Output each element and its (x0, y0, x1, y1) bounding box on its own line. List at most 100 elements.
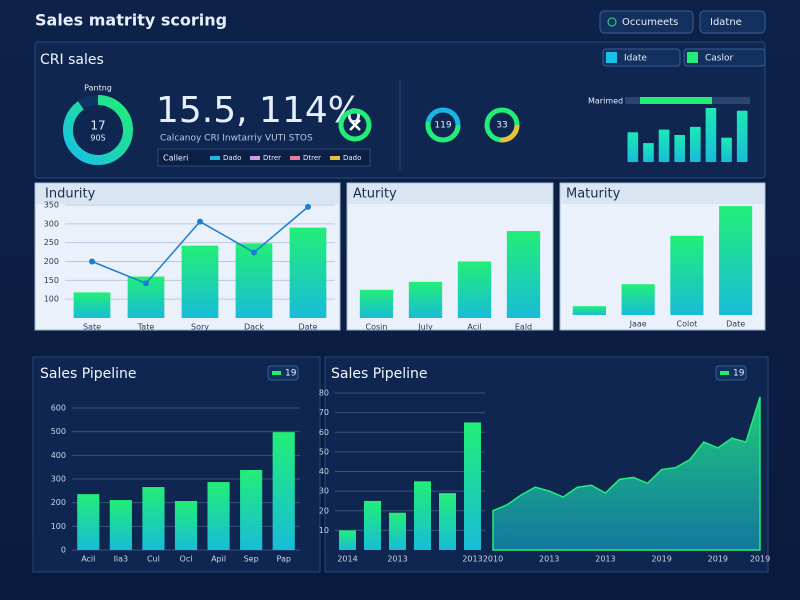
tab-label[interactable]: Idate (624, 54, 647, 64)
button[interactable] (699, 10, 766, 34)
x-tick-label: Apil (211, 555, 226, 564)
ring-value: 119 (434, 121, 451, 131)
x-tick-label: Sep (244, 555, 259, 564)
bar (674, 135, 685, 162)
x-tick-label: 2010 (483, 555, 503, 564)
badge-icon (720, 371, 729, 375)
status-icon (349, 119, 361, 131)
legend-label: Dtrer (263, 154, 281, 162)
bar (690, 126, 701, 162)
legend: Dado Dtrer Dtrer Dado (210, 154, 361, 162)
line-point (143, 280, 149, 287)
y-tick-label: 30 (319, 487, 329, 496)
y-tick-label: 200 (44, 257, 59, 266)
legend-swatch (290, 156, 300, 160)
badge-label[interactable]: 19 (733, 369, 745, 379)
y-tick-label: 300 (51, 475, 66, 484)
ring-value: 33 (496, 121, 507, 131)
x-tick-label: Sate (83, 323, 101, 332)
bar (464, 422, 481, 550)
y-tick-label: 70 (319, 408, 329, 417)
bar (572, 306, 606, 315)
x-tick-label: Ocl (180, 555, 193, 564)
bar (272, 432, 295, 550)
bar (658, 129, 670, 162)
y-tick-label: 600 (51, 404, 66, 413)
tab-icon (606, 52, 617, 63)
x-tick-label: 2019 (750, 555, 770, 564)
bar (289, 227, 327, 318)
area (492, 396, 761, 551)
x-tick-label: Ila3 (114, 555, 129, 564)
x-tick-label: Tate (137, 323, 155, 332)
bar (408, 281, 443, 318)
x-tick-label: Jaae (629, 320, 647, 329)
kpi-value: 15.5, 114%. (156, 90, 373, 131)
button[interactable] (599, 10, 694, 34)
bar (359, 289, 394, 318)
x-tick-label: 2019 (651, 555, 671, 564)
ring-arc (484, 107, 520, 143)
bar (339, 530, 356, 550)
panel-header (348, 184, 552, 204)
y-tick-label: 150 (44, 276, 59, 285)
legend-swatch (250, 156, 260, 160)
y-tick-label: 500 (51, 427, 66, 436)
x-tick-label: Eald (515, 323, 532, 332)
badge-icon (272, 371, 281, 375)
bar (73, 292, 111, 318)
ring-arc (425, 107, 461, 143)
tab[interactable] (602, 48, 681, 67)
bar (643, 143, 654, 162)
y-tick-label: 80 (319, 389, 329, 398)
kpi-subtitle: Calcanoy CRI Inwtarriy VUTI STOS (160, 134, 313, 144)
tab[interactable] (683, 48, 766, 67)
button-label[interactable]: Occumeets (622, 17, 678, 28)
bar (109, 500, 132, 550)
line-point (305, 203, 311, 210)
line-point (251, 249, 257, 256)
legend-title: Calleri (163, 154, 188, 163)
donut-ring (63, 95, 133, 165)
donut-sub: 90S (90, 134, 105, 143)
button-label[interactable]: Idatne (710, 17, 742, 28)
legend-box (157, 148, 371, 167)
bar (721, 137, 732, 162)
legend-label: Dado (343, 154, 361, 162)
bar (77, 494, 100, 550)
bar (364, 500, 381, 550)
badge-label[interactable]: 19 (285, 369, 297, 379)
panel-title: Aturity (353, 187, 397, 202)
badge[interactable] (267, 365, 299, 381)
x-tick-label: 2013 (387, 555, 407, 564)
y-tick-label: 20 (319, 506, 329, 515)
legend-label: Dado (223, 154, 241, 162)
legend-swatch (210, 156, 220, 160)
panel-header (561, 184, 764, 204)
legend-label: Dtrer (303, 154, 321, 162)
bar (142, 487, 165, 550)
panel-title: CRI sales (40, 52, 104, 68)
bar (389, 512, 406, 550)
panel-title: Maturity (566, 187, 621, 202)
x-tick-label: 2019 (708, 555, 728, 564)
bar (621, 284, 655, 315)
badge[interactable] (715, 365, 747, 381)
line-point (197, 218, 203, 225)
y-tick-label: 250 (44, 238, 59, 247)
x-tick-label: 2014 (337, 555, 357, 564)
y-tick-label: 40 (319, 467, 329, 476)
x-tick-label: Colot (677, 320, 698, 329)
x-tick-label: Dack (244, 323, 264, 332)
tab-label[interactable]: Caslor (705, 54, 733, 64)
bar (705, 108, 717, 162)
bar (240, 470, 263, 550)
x-tick-label: Date (726, 320, 745, 329)
y-tick-label: 300 (44, 219, 59, 228)
bar (627, 132, 639, 162)
panel-title: Sales Pipeline (331, 366, 428, 382)
legend-swatch (330, 156, 340, 160)
y-tick-label: 200 (51, 498, 66, 507)
x-tick-label: Cul (147, 555, 160, 564)
x-tick-label: Pap (276, 555, 290, 564)
